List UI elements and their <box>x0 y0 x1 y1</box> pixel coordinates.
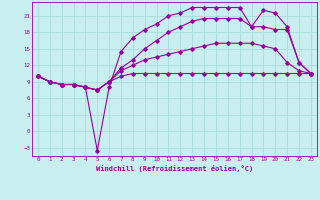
X-axis label: Windchill (Refroidissement éolien,°C): Windchill (Refroidissement éolien,°C) <box>96 165 253 172</box>
